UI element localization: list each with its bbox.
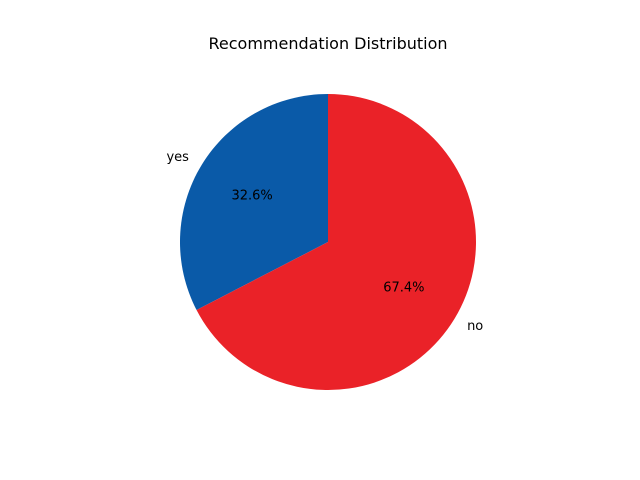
- chart-title: Recommendation Distribution: [208, 34, 447, 53]
- slice-label-no: no: [467, 319, 483, 334]
- slice-percent-yes: 32.6%: [231, 188, 272, 203]
- pie-slices: [180, 94, 476, 390]
- slice-percent-no: 67.4%: [383, 281, 424, 296]
- slice-label-yes: yes: [166, 150, 189, 165]
